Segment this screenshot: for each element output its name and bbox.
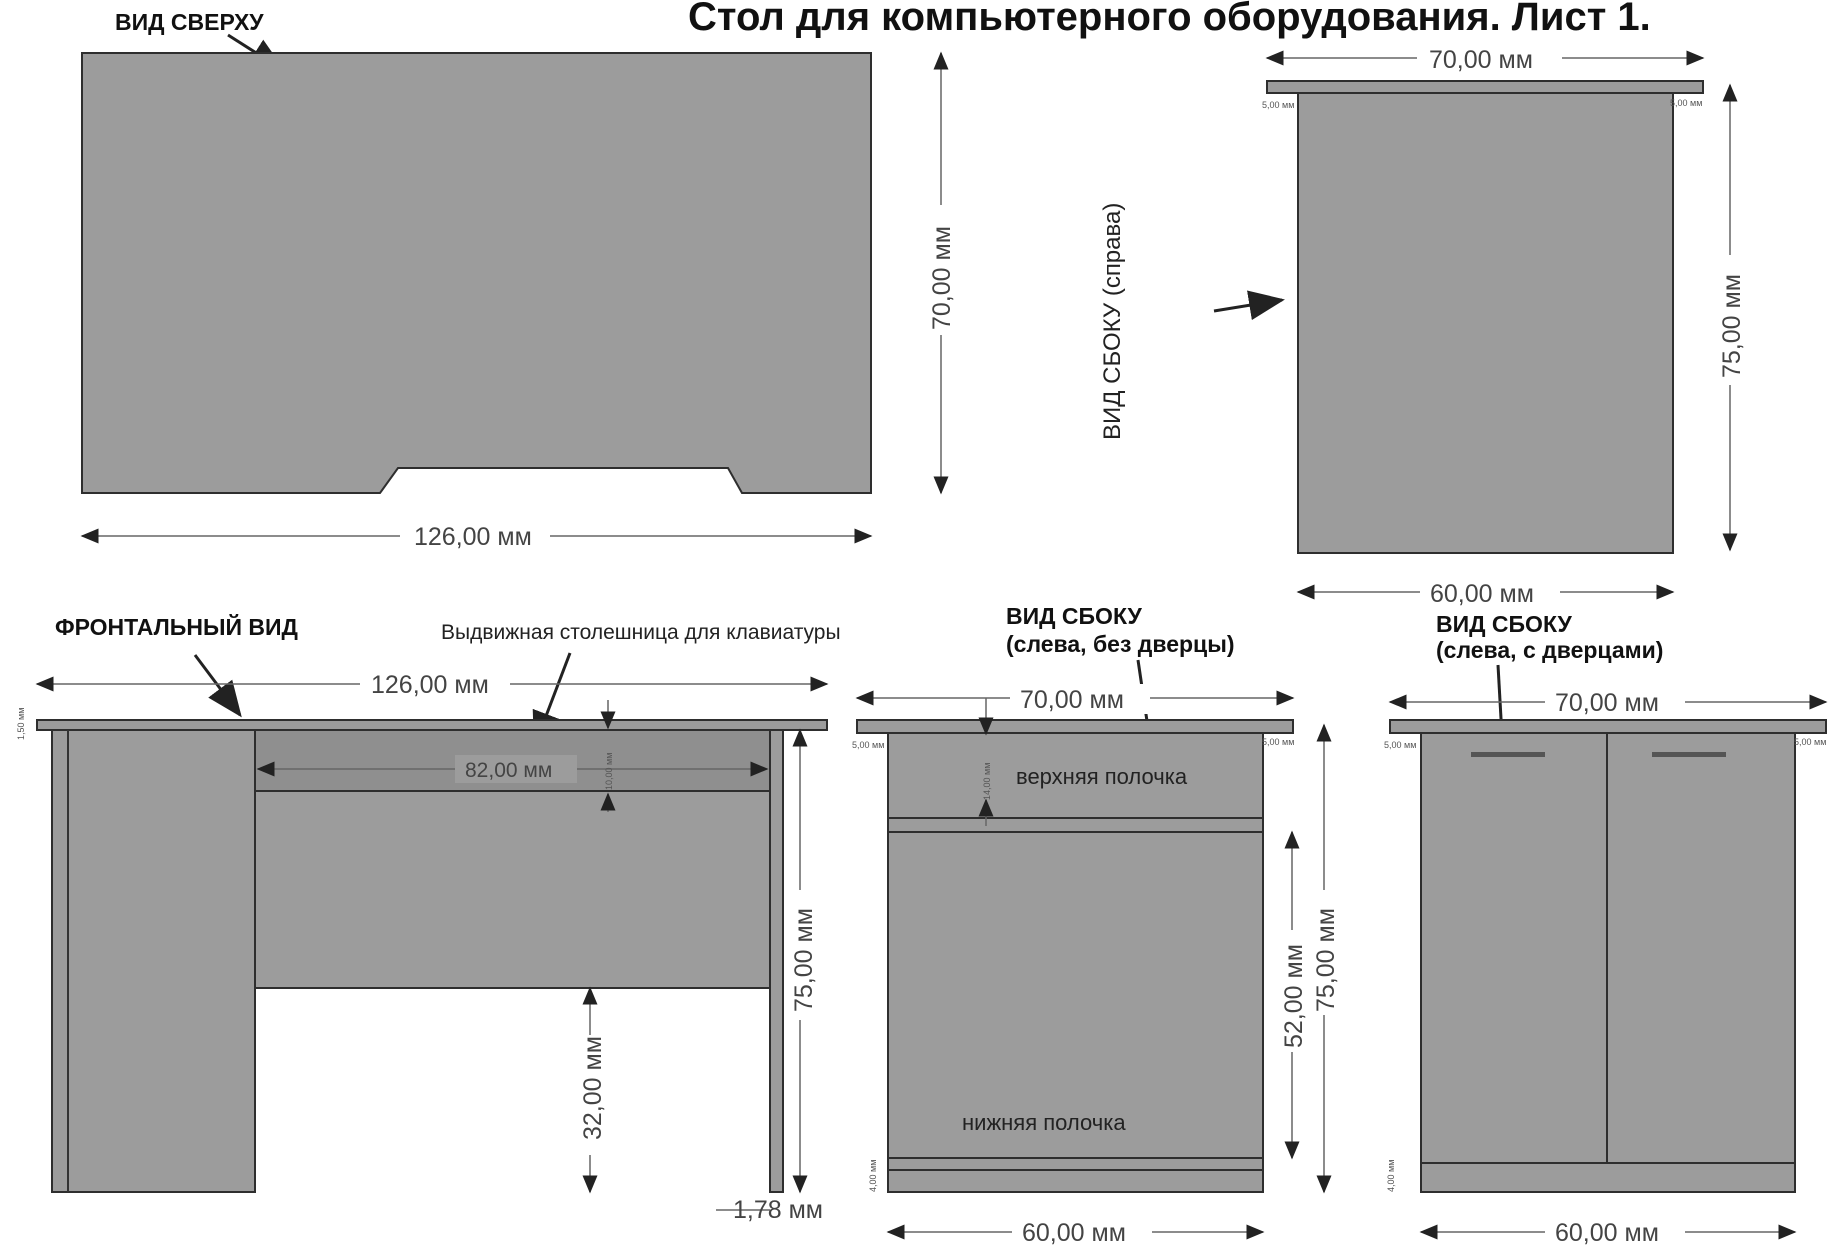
side-left-open-top-dim-bg	[1010, 684, 1150, 714]
lower-shelf	[887, 1157, 1264, 1171]
side-right-body	[1297, 92, 1674, 554]
side-right-view: ВИД СБОКУ (справа) 70,00 мм 5,00 мм 5,00…	[1099, 44, 1748, 608]
side-right-offset-right: 5,00 мм	[1670, 98, 1702, 108]
left-door	[1420, 732, 1608, 1164]
side-left-open-bottom-dim-bg	[1012, 1218, 1152, 1248]
side-left-doors-top	[1389, 719, 1827, 734]
side-left-open-height-dim: 75,00 мм	[1312, 908, 1340, 1012]
side-left-open-offset-left: 5,00 мм	[852, 740, 884, 750]
top-view-label: ВИД СВЕРХУ	[115, 9, 264, 35]
front-view-label: ФРОНТАЛЬНЫЙ ВИД	[55, 613, 298, 640]
side-right-top-dim: 70,00 мм	[1429, 46, 1533, 74]
side-left-open-plinth-dim: 4,00 мм	[868, 1160, 878, 1192]
side-right-top-dim-bg	[1417, 44, 1562, 74]
side-left-doors-view: ВИД СБОКУ (слева, с дверцами) 70,00 мм 5…	[1384, 611, 1828, 1248]
front-view-pointer	[193, 654, 242, 718]
front-width-dim-bg	[360, 670, 510, 700]
top-depth-dim: 70,00 мм	[928, 226, 956, 330]
leg-dim: 1,78 мм	[733, 1196, 823, 1224]
side-right-label: ВИД СБОКУ (справа)	[1099, 203, 1126, 440]
front-right-leg	[769, 729, 784, 1193]
top-width-dim: 126,00 мм	[414, 523, 532, 551]
front-tabletop	[36, 719, 828, 731]
side-right-height-dim: 75,00 мм	[1718, 274, 1746, 378]
side-left-doors-offset-right: 5,00 мм	[1794, 737, 1826, 747]
side-left-doors-top-dim-bg	[1545, 688, 1685, 718]
keyboard-tray-note: Выдвижная столешница для клавиатуры	[441, 621, 841, 644]
side-right-height-dim-bg	[1714, 255, 1748, 385]
side-left-open-offset-right: 5,00 мм	[1262, 737, 1294, 747]
side-left-open-top	[856, 719, 1294, 734]
top-view: ВИД СВЕРХУ 126,00 мм 70,00 мм	[80, 9, 958, 552]
side-left-doors-top-dim: 70,00 мм	[1555, 689, 1659, 717]
upper-shelf-label: верхняя полочка	[1016, 764, 1188, 789]
top-depth-dim-bg	[924, 205, 958, 335]
side-left-open-label-2: (слева, без дверцы)	[1006, 631, 1235, 657]
upper-dim: 14,00 мм	[982, 763, 992, 800]
tray-height-dim: 10,00 мм	[604, 753, 614, 790]
side-left-doors-plinth-dim: 4,00 мм	[1386, 1160, 1396, 1192]
top-width-dim-bg	[400, 520, 550, 552]
left-door-handle	[1471, 752, 1545, 757]
right-door-handle	[1652, 752, 1726, 757]
top-view-tabletop	[81, 52, 872, 494]
side-left-open-label-1: ВИД СБОКУ	[1006, 603, 1143, 629]
side-left-doors-offset-left: 5,00 мм	[1384, 740, 1416, 750]
side-left-open-bottom-dim: 60,00 мм	[1022, 1219, 1126, 1247]
side-right-top	[1266, 80, 1704, 94]
side-right-offset-left: 5,00 мм	[1262, 100, 1294, 110]
front-cabinet	[51, 729, 256, 1193]
front-height-dim: 75,00 мм	[790, 908, 818, 1012]
inner-dim: 52,00 мм	[1280, 944, 1308, 1048]
side-left-doors-bottom-dim: 60,00 мм	[1555, 1219, 1659, 1247]
tray-width-dim: 82,00 мм	[465, 759, 552, 782]
side-left-doors-label-2: (слева, с дверцами)	[1436, 637, 1663, 663]
front-height-dim-bg	[784, 890, 818, 1020]
clearance-dim-bg	[574, 1035, 608, 1155]
front-width-dim: 126,00 мм	[371, 671, 489, 699]
side-left-doors-label-1: ВИД СБОКУ	[1436, 611, 1573, 637]
side-left-open-height-dim-bg	[1309, 890, 1341, 1015]
side-left-open-view: ВИД СБОКУ (слева, без дверцы) верхняя по…	[852, 603, 1341, 1248]
side-left-open-top-dim: 70,00 мм	[1020, 686, 1124, 714]
clearance-dim: 32,00 мм	[579, 1036, 607, 1140]
upper-shelf	[887, 817, 1264, 833]
side-left-open-body	[887, 732, 1264, 1193]
inner-dim-bg	[1276, 930, 1308, 1052]
side-right-bottom-dim: 60,00 мм	[1430, 580, 1534, 608]
side-right-bottom-dim-bg	[1420, 578, 1560, 608]
side-left-doors-bottom-dim-bg	[1545, 1218, 1685, 1248]
sheet-title: Стол для компьютерного оборудования. Лис…	[688, 0, 1651, 39]
tray-width-dim-bg	[455, 755, 577, 783]
right-door	[1606, 732, 1796, 1164]
lower-shelf-label: нижняя полочка	[962, 1110, 1126, 1135]
side-right-pointer	[1213, 290, 1285, 321]
top-thickness-dim: 1,50 мм	[16, 708, 26, 740]
doors-plinth	[1420, 1162, 1796, 1193]
front-view: ФРОНТАЛЬНЫЙ ВИД Выдвижная столешница для…	[16, 613, 841, 1224]
